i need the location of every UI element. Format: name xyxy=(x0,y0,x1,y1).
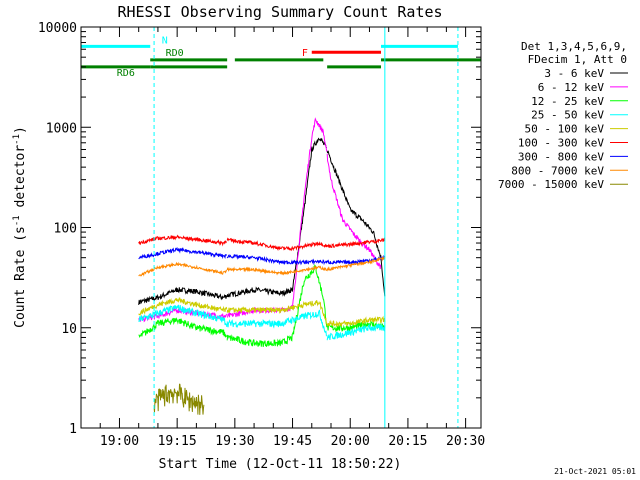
legend-header-decimation: FDecim 1, Att 0 xyxy=(528,53,627,66)
y-tick-label-1: 10 xyxy=(61,322,77,337)
legend: Det 1,3,4,5,6,9, FDecim 1, Att 0 3 - 6 k… xyxy=(498,40,628,191)
generation-timestamp: 21-Oct-2021 05:01 xyxy=(554,467,636,476)
series-line-6-segment-2 xyxy=(326,254,386,266)
x-tick-label-4: 20:00 xyxy=(331,434,370,449)
orbit-bar-label-2: RD0 xyxy=(166,48,184,59)
series-line-3-segment-2 xyxy=(326,323,386,341)
x-axis: 19:00 19:15 19:30 19:45 20:00 20:15 20:30 xyxy=(80,27,485,449)
chart-title: RHESSI Observing Summary Count Rates xyxy=(117,3,442,21)
series-line-2-segment-1 xyxy=(226,263,328,347)
series-line-6-segment-1 xyxy=(226,254,328,266)
x-tick-label-2: 19:30 xyxy=(215,434,254,449)
series-line-7-segment-1 xyxy=(226,265,328,276)
y-axis: 1 10 100 1000 10000 xyxy=(38,21,481,437)
series-line-0-segment-2 xyxy=(326,150,386,297)
orbit-bar-label-1: F xyxy=(302,48,308,59)
series-line-4-segment-0 xyxy=(138,297,228,317)
plot-frame xyxy=(80,26,482,429)
series-line-7-segment-0 xyxy=(138,261,228,277)
x-tick-label-5: 20:15 xyxy=(388,434,427,449)
series-line-0-segment-1 xyxy=(226,137,328,298)
y-tick-label-3: 1000 xyxy=(46,121,77,136)
legend-label-1: 6 - 12 keV xyxy=(538,81,605,94)
series-line-1-segment-2 xyxy=(326,153,382,270)
legend-label-4: 50 - 100 keV xyxy=(525,123,605,136)
series-line-5-segment-0 xyxy=(138,234,227,247)
y-tick-label-0: 1 xyxy=(69,422,77,437)
legend-label-7: 800 - 7000 keV xyxy=(511,164,604,177)
legend-header-detectors: Det 1,3,4,5,6,9, xyxy=(521,40,627,53)
series-line-6-segment-0 xyxy=(138,247,228,260)
series-line-8-segment-0 xyxy=(153,383,205,415)
legend-label-5: 100 - 300 keV xyxy=(518,137,604,150)
legend-label-8: 7000 - 15000 keV xyxy=(498,178,604,191)
series-line-3-segment-1 xyxy=(226,309,327,337)
x-tick-label-3: 19:45 xyxy=(273,434,312,449)
series-line-5-segment-1 xyxy=(226,237,328,252)
legend-label-3: 25 - 50 keV xyxy=(531,109,604,122)
plot-area: N F RD0 RD6 xyxy=(80,27,481,428)
series-line-4-segment-2 xyxy=(326,315,386,328)
series-line-2-segment-0 xyxy=(138,317,228,338)
series-line-4-segment-1 xyxy=(226,300,327,325)
y-tick-label-4: 10000 xyxy=(38,21,77,36)
series-line-3-segment-0 xyxy=(138,304,228,327)
series-line-0-segment-0 xyxy=(138,286,228,305)
y-tick-label-2: 100 xyxy=(54,222,77,237)
x-axis-label: Start Time (12-Oct-11 18:50:22) xyxy=(159,457,402,472)
legend-label-2: 12 - 25 keV xyxy=(531,95,604,108)
x-tick-label-6: 20:30 xyxy=(446,434,485,449)
x-tick-label-0: 19:00 xyxy=(100,434,139,449)
series-line-5-segment-2 xyxy=(326,237,386,248)
orbit-bar-label-0: N xyxy=(162,35,168,46)
legend-label-6: 300 - 800 keV xyxy=(518,150,604,163)
orbit-bar-label-3: RD6 xyxy=(117,68,135,79)
y-axis-label: Count Rate (s-1 detector-1) xyxy=(12,126,28,328)
series-line-7-segment-2 xyxy=(326,255,386,272)
x-tick-label-1: 19:15 xyxy=(158,434,197,449)
legend-label-0: 3 - 6 keV xyxy=(544,67,604,80)
